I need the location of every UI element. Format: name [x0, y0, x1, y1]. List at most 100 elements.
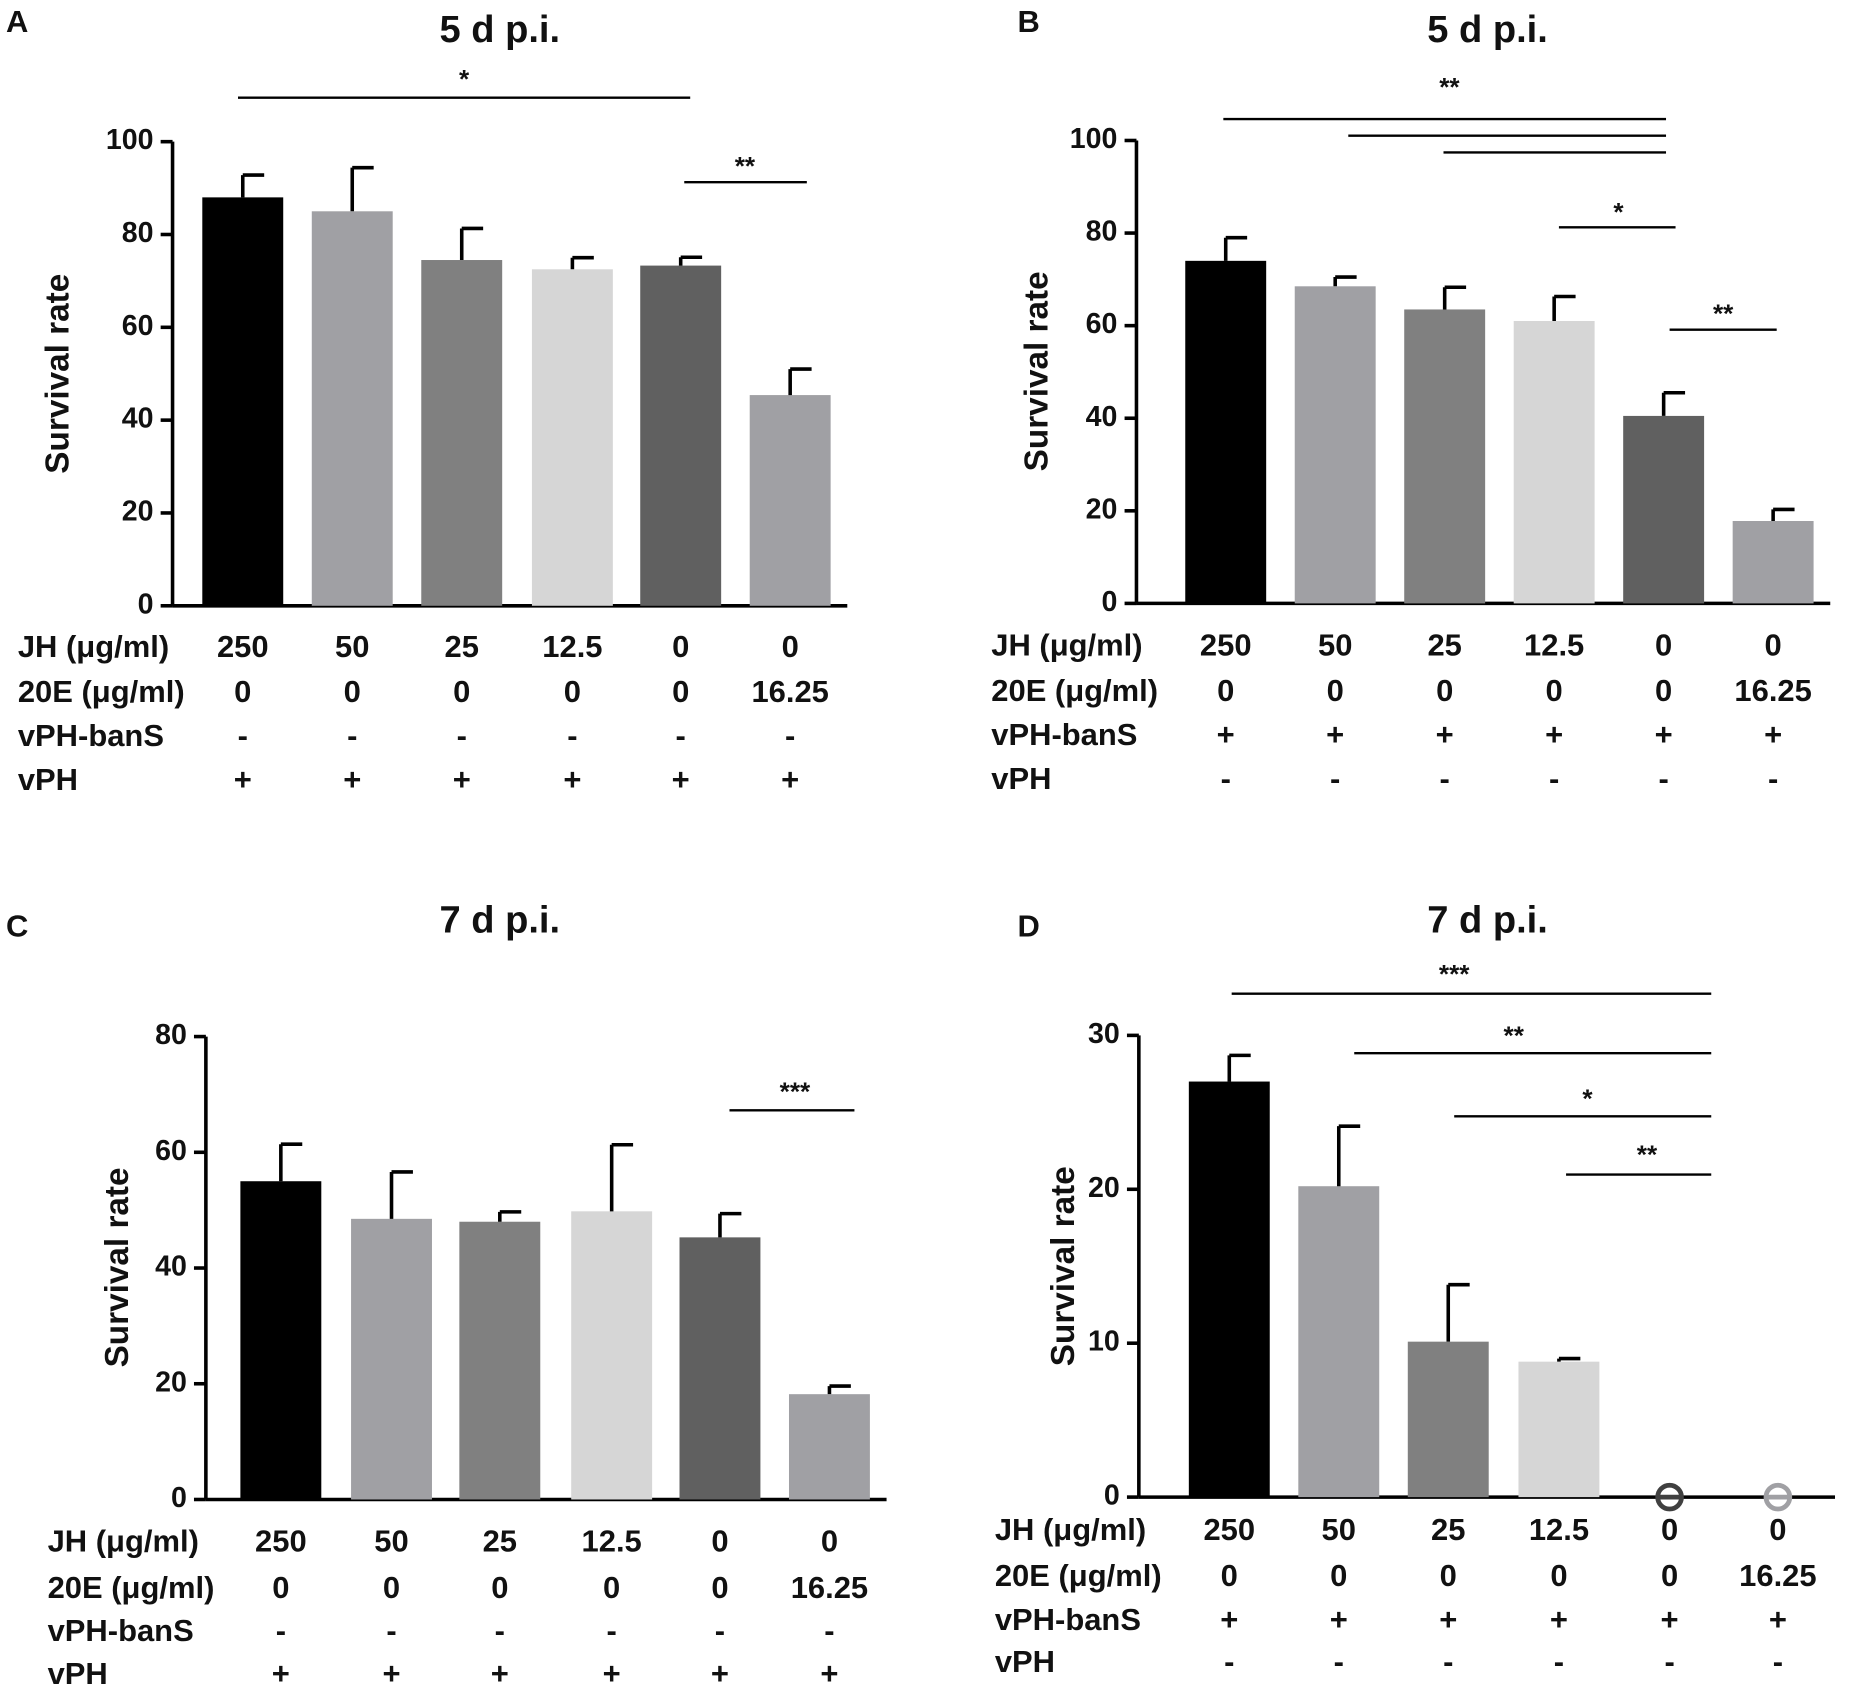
bar	[1623, 415, 1705, 604]
error-bar	[570, 255, 594, 270]
y-tick-label: 80	[122, 217, 154, 249]
condition-value: 0	[711, 1570, 728, 1605]
condition-value: -	[1334, 1644, 1344, 1679]
panel: A 5 d p.i. Survival rate 0 20 40 60 80 100 JH (μg…	[6, 4, 848, 797]
bar	[1407, 1341, 1489, 1498]
condition-value: 0	[564, 674, 581, 709]
error-bar	[389, 1170, 413, 1219]
y-axis-label: Survival rate	[39, 274, 76, 474]
condition-value: 0	[711, 1524, 728, 1559]
condition-value: 0	[453, 674, 470, 709]
condition-value: 0	[782, 629, 799, 664]
condition-value: +	[781, 762, 799, 797]
condition-value: -	[495, 1613, 505, 1648]
error-bar	[1336, 1124, 1361, 1187]
y-tick-label: 60	[1086, 308, 1118, 340]
condition-value: -	[386, 1613, 396, 1648]
condition-name: JH (μg/ml)	[995, 1512, 1146, 1547]
condition-value: -	[1768, 761, 1778, 796]
condition-value: 0	[491, 1570, 508, 1605]
bar	[1298, 1186, 1380, 1498]
error-bar	[1223, 235, 1248, 261]
error-bar	[1442, 285, 1467, 310]
condition-value: +	[1655, 717, 1673, 752]
condition-value: 0	[1661, 1558, 1678, 1593]
condition-value: +	[234, 762, 252, 797]
condition-value: 50	[335, 629, 369, 664]
condition-value: +	[1326, 717, 1344, 752]
condition-name: vPH-banS	[991, 717, 1137, 752]
condition-value: -	[1443, 1644, 1453, 1679]
significance-label: *	[459, 64, 470, 94]
condition-value: 0	[1655, 628, 1672, 663]
condition-value: 16.25	[1734, 673, 1811, 708]
condition-value: 0	[821, 1524, 838, 1559]
condition-name: JH (μg/ml)	[991, 628, 1142, 663]
error-bar	[279, 1142, 303, 1182]
panel: B 5 d p.i. Survival rate 0 20 40 60 80 100 JH (μg…	[991, 4, 1831, 796]
condition-value: 50	[1322, 1512, 1356, 1547]
y-axis-label: Survival rate	[99, 1167, 136, 1367]
condition-value: +	[603, 1656, 621, 1684]
significance-label: ***	[1439, 959, 1470, 989]
panel-letter: D	[1017, 908, 1039, 943]
condition-value: -	[1224, 1644, 1234, 1679]
condition-value: +	[1769, 1602, 1787, 1637]
error-bar	[788, 367, 812, 396]
error-bar	[1661, 390, 1686, 416]
y-tick-label: 30	[1088, 1018, 1120, 1050]
panel-letter: A	[6, 4, 28, 39]
chart-title: 7 d p.i.	[440, 899, 561, 941]
condition-value: -	[1221, 761, 1231, 796]
condition-value: +	[382, 1656, 400, 1684]
condition-value: 0	[1769, 1512, 1786, 1547]
condition-value: 0	[672, 629, 689, 664]
condition-name: vPH-banS	[18, 718, 164, 753]
condition-name: vPH	[995, 1644, 1055, 1679]
y-tick-label: 10	[1088, 1326, 1120, 1358]
condition-value: 0	[1661, 1512, 1678, 1547]
condition-name: vPH	[991, 761, 1051, 796]
condition-value: 0	[344, 674, 361, 709]
condition-value: 0	[383, 1570, 400, 1605]
condition-value: -	[1330, 761, 1340, 796]
panel-letter: C	[6, 908, 28, 943]
bar	[531, 269, 613, 606]
condition-value: 0	[603, 1570, 620, 1605]
condition-value: -	[785, 718, 795, 753]
condition-value: -	[824, 1613, 834, 1648]
bar	[421, 260, 503, 606]
condition-value: -	[457, 718, 467, 753]
bar	[1294, 286, 1376, 604]
condition-value: +	[272, 1656, 290, 1684]
significance-label: **	[1439, 72, 1460, 102]
bar	[1188, 1081, 1270, 1498]
condition-value: +	[491, 1656, 509, 1684]
condition-value: 0	[1436, 673, 1453, 708]
condition-value: 16.25	[751, 674, 828, 709]
condition-name: 20E (μg/ml)	[18, 674, 185, 709]
bar	[311, 211, 393, 606]
error-bar	[609, 1142, 634, 1212]
y-tick-label: 60	[122, 310, 154, 342]
condition-value: -	[1664, 1644, 1674, 1679]
condition-value: 12.5	[1529, 1512, 1589, 1547]
significance-label: **	[1504, 1021, 1525, 1051]
condition-value: 0	[1655, 673, 1672, 708]
condition-value: +	[343, 762, 361, 797]
error-bar	[459, 226, 484, 261]
significance-label: **	[735, 151, 756, 181]
condition-name: 20E (μg/ml)	[995, 1558, 1162, 1593]
y-tick-label: 40	[1086, 401, 1118, 433]
error-bar	[1333, 275, 1357, 287]
condition-name: vPH	[18, 762, 78, 797]
condition-value: -	[1658, 761, 1668, 796]
y-tick-label: 0	[1104, 1480, 1120, 1512]
condition-value: 25	[483, 1524, 517, 1559]
error-bar	[1771, 507, 1795, 522]
y-tick-label: 100	[106, 124, 154, 156]
panel: C 7 d p.i. Survival rate 0 20 40 60 80 JH (μg/ml…	[6, 899, 887, 1684]
condition-value: +	[1217, 717, 1235, 752]
condition-value: 12.5	[542, 629, 602, 664]
